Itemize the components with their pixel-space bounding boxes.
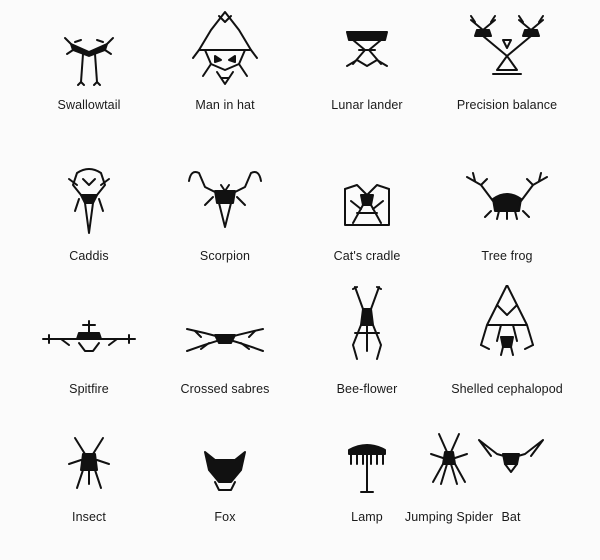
figure-label: Man in hat [195,98,255,112]
shelled-cephalopod-icon [457,285,557,365]
figure-crossed-sabres: Crossed sabres [150,285,300,415]
swallowtail-icon [39,10,139,90]
spitfire-icon [39,285,139,365]
precision-balance-icon [457,10,557,90]
figure-tree-frog: Tree frog [432,165,582,295]
figure-label: Lunar lander [331,98,403,112]
figure-shelled-cephalopod: Shelled cephalopod [432,285,582,415]
jumping-spider-icon [399,430,499,510]
man-in-hat-icon [175,10,275,90]
figure-cats-cradle: Cat's cradle [292,165,442,295]
figure-bat: Bat [436,430,586,560]
figure-label: Shelled cephalopod [451,382,563,396]
lunar-lander-icon [317,10,417,90]
cats-cradle-icon [317,165,417,245]
figure-bee-flower: Bee-flower [292,285,442,415]
fox-icon [175,430,275,510]
figure-insect: Insect [14,430,164,560]
tree-frog-icon [457,165,557,245]
insect-icon [39,430,139,510]
figure-scorpion: Scorpion [150,165,300,295]
figure-label: Cat's cradle [333,249,401,263]
crossed-sabres-icon [175,285,275,365]
figure-precision-balance: Precision balance [432,10,582,140]
figure-label: Bee-flower [336,382,398,396]
bat-icon [461,430,561,510]
figure-label: Lamp [351,510,383,524]
figure-label: Crossed sabres [180,382,270,396]
figure-caddis: Caddis [14,165,164,295]
figure-lamp: Lamp [292,430,442,560]
figure-label: Insect [72,510,106,524]
scorpion-icon [175,165,275,245]
figure-label: Bat [501,510,521,524]
figure-fox: Fox [150,430,300,560]
lamp-icon [317,430,417,510]
figure-label: Tree frog [481,249,533,263]
figure-label: Jumping Spider [404,510,494,524]
caddis-icon [39,165,139,245]
figure-jumping-spider: Jumping Spider [374,430,524,560]
figure-label: Scorpion [199,249,251,263]
figure-label: Caddis [69,249,109,263]
figure-label: Precision balance [456,98,558,112]
bee-flower-icon [317,285,417,365]
figure-man-in-hat: Man in hat [150,10,300,140]
figure-spitfire: Spitfire [14,285,164,415]
figure-label: Swallowtail [57,98,121,112]
figure-lunar-lander: Lunar lander [292,10,442,140]
figure-label: Fox [214,510,236,524]
figure-label: Spitfire [69,382,109,396]
figure-swallowtail: Swallowtail [14,10,164,140]
